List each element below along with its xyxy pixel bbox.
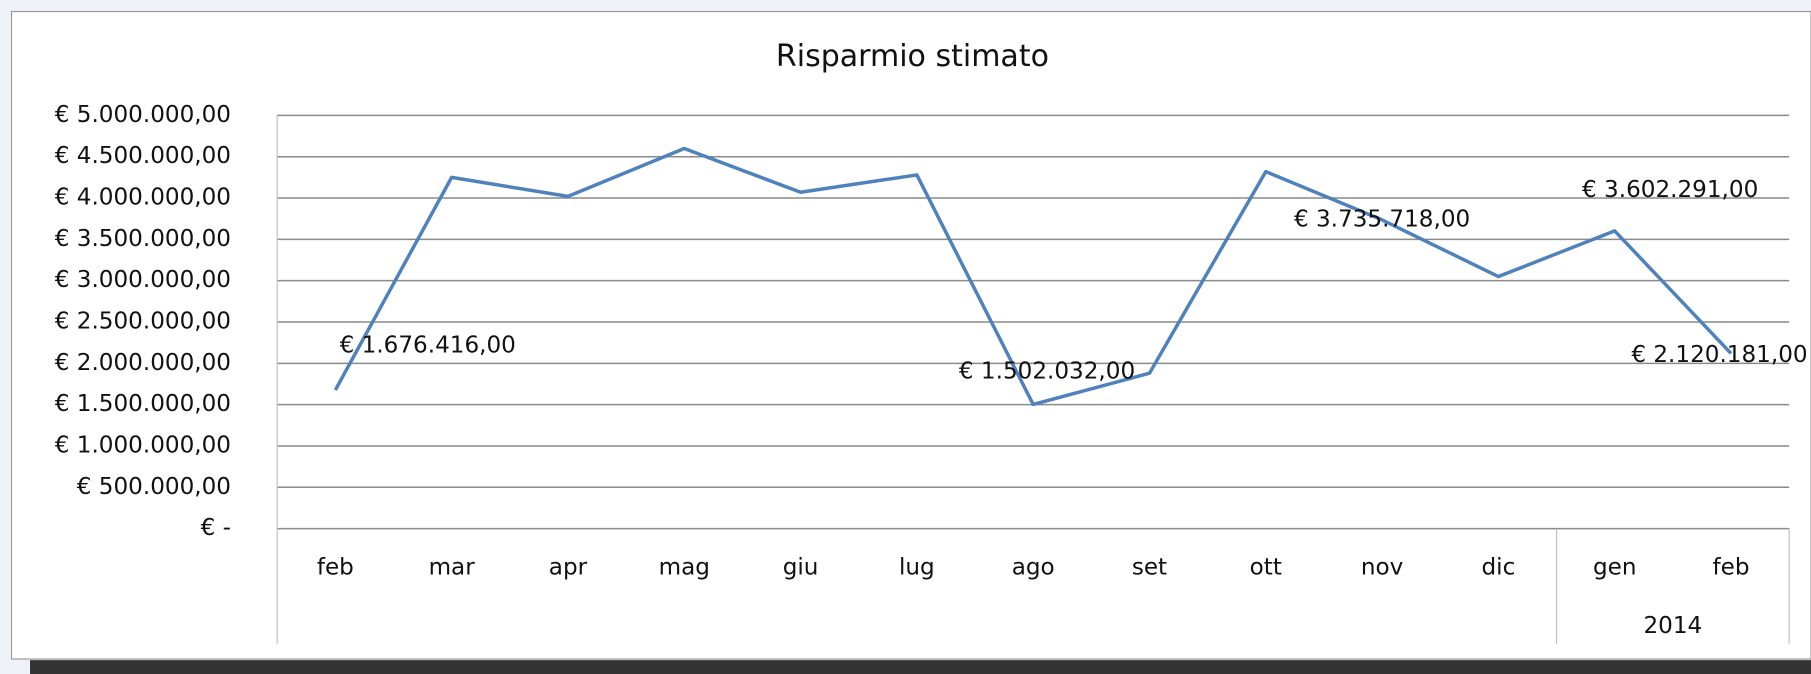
x-tick-label: mar xyxy=(429,554,476,580)
y-tick-label: € 2.000.000,00 xyxy=(55,350,231,376)
data-label: € 1.676.416,00 xyxy=(340,333,516,359)
y-tick-label: € - xyxy=(201,515,231,541)
y-tick-label: € 3.500.000,00 xyxy=(55,226,231,252)
x-tick-label: giu xyxy=(783,554,819,580)
y-tick-label: € 5.000.000,00 xyxy=(55,102,231,128)
x-tick-label: gen xyxy=(1593,554,1637,580)
y-tick-label: € 500.000,00 xyxy=(77,474,231,500)
y-tick-label: € 1.500.000,00 xyxy=(55,391,231,417)
y-tick-label: € 2.500.000,00 xyxy=(55,309,231,335)
data-label: € 3.602.291,00 xyxy=(1582,177,1758,203)
x-tick-label: set xyxy=(1132,554,1167,580)
data-label: € 1.502.032,00 xyxy=(959,359,1135,385)
data-label: € 2.120.181,00 xyxy=(1631,342,1807,368)
chart-title: Risparmio stimato xyxy=(776,39,1049,74)
y-tick-label: € 3.000.000,00 xyxy=(55,267,231,293)
x-tick-label: mag xyxy=(659,554,710,580)
y-tick-label: € 1.000.000,00 xyxy=(55,432,231,458)
x-tick-label: dic xyxy=(1482,554,1516,580)
data-label: € 3.735.718,00 xyxy=(1294,206,1470,232)
x-tick-label: ago xyxy=(1012,554,1055,580)
x-tick-label: apr xyxy=(549,554,588,580)
y-tick-label: € 4.000.000,00 xyxy=(55,185,231,211)
x-tick-label: nov xyxy=(1361,554,1403,580)
x-tick-label: lug xyxy=(899,554,935,580)
bottom-bar xyxy=(30,660,1811,674)
x-tick-label: feb xyxy=(1713,554,1750,580)
chart-background xyxy=(10,10,1811,660)
y-tick-label: € 4.500.000,00 xyxy=(55,143,231,169)
x-group-label: 2014 xyxy=(1643,613,1702,639)
data-line xyxy=(333,146,1733,407)
x-tick-label: ott xyxy=(1250,554,1282,580)
x-tick-label: feb xyxy=(317,554,354,580)
